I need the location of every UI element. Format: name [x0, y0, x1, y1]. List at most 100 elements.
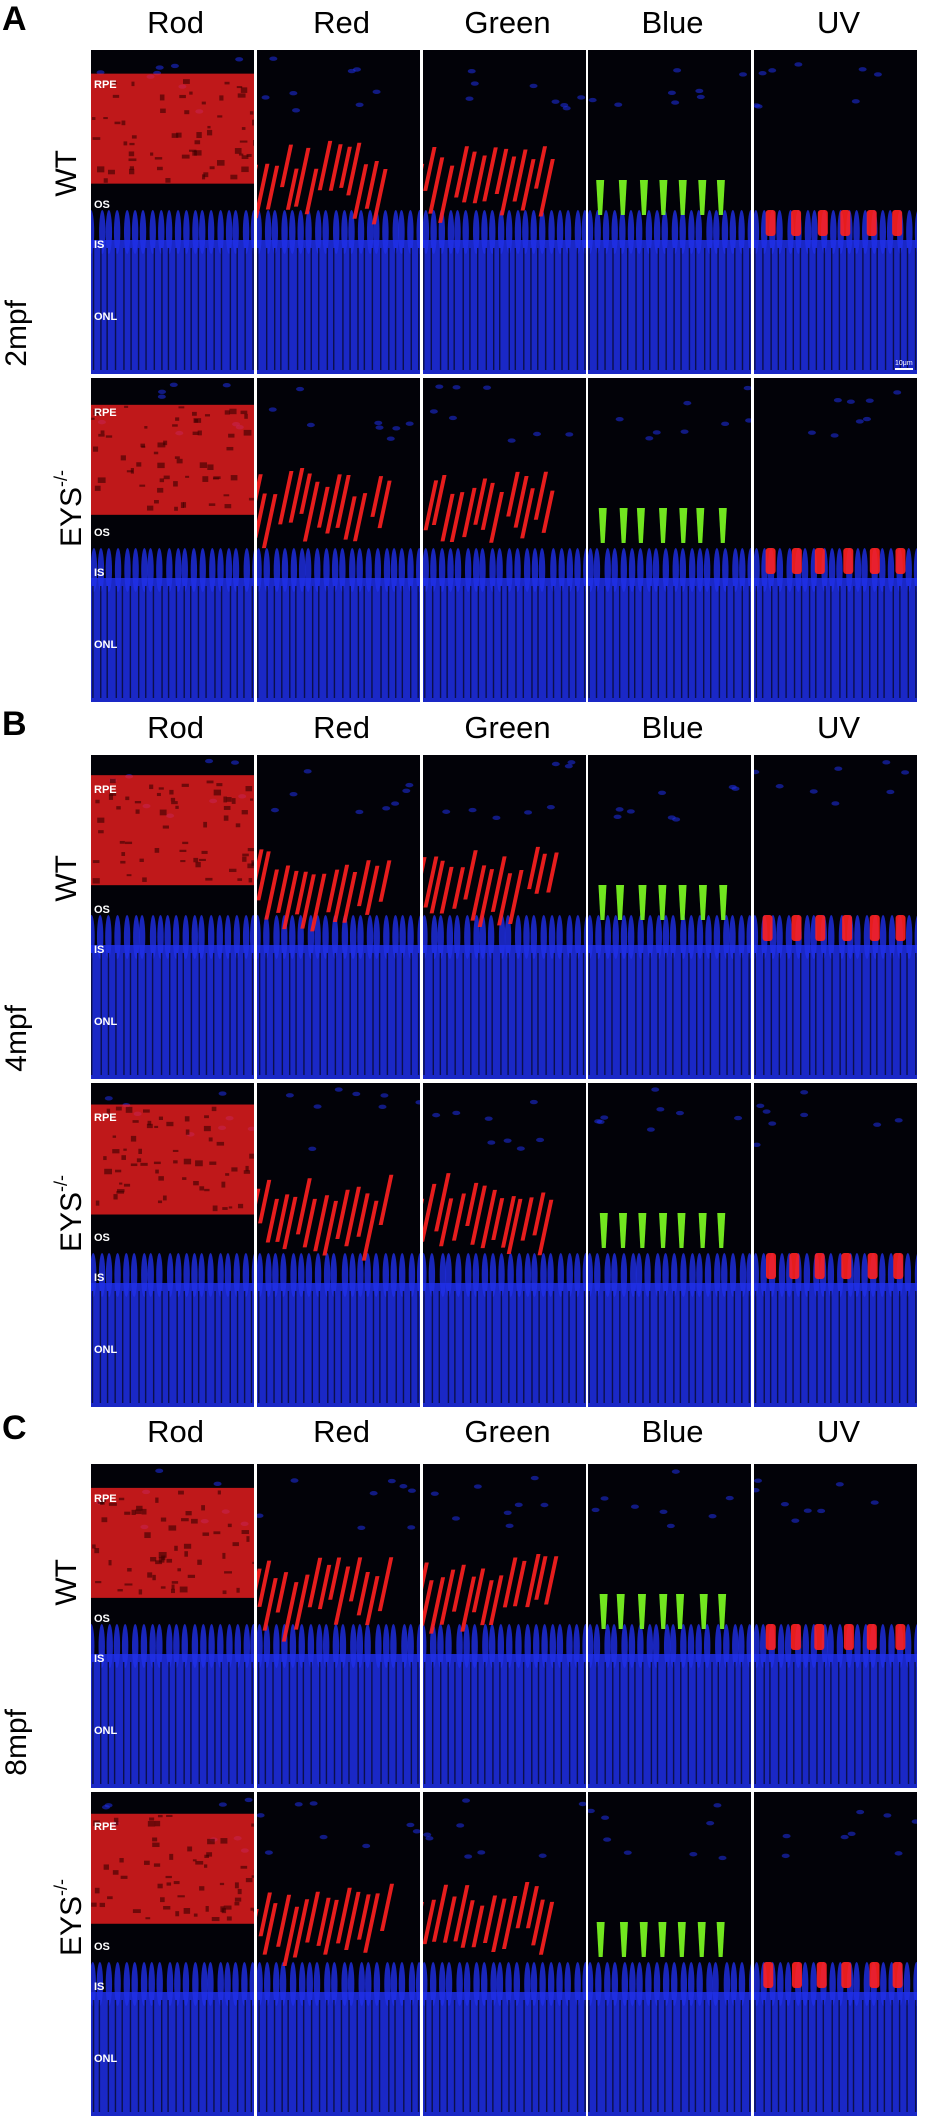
genotype-label-wt: WT — [50, 150, 83, 197]
micrograph-red-wt — [257, 1464, 420, 1788]
micrograph-green-wt — [423, 755, 586, 1079]
micrograph-blue-eys — [588, 378, 751, 702]
micrograph-image — [588, 1087, 751, 1407]
panel-letter: C — [2, 1409, 27, 1447]
column-header-rod: Rod — [147, 1414, 204, 1449]
column-header-red: Red — [313, 5, 370, 40]
micrograph-image — [257, 1087, 420, 1407]
panel-letter: A — [2, 0, 27, 38]
micrograph-image — [257, 56, 420, 374]
scale-bar: 10μm — [895, 360, 913, 370]
panel-letter: B — [2, 705, 27, 743]
micrograph-red-eys — [257, 1792, 420, 2116]
column-header-uv: UV — [816, 5, 861, 40]
micrograph-image — [423, 1798, 586, 2116]
layer-label-rpe: RPE — [94, 784, 117, 796]
genotype-label-eys: EYS-/- — [51, 1175, 88, 1253]
micrograph-red-wt — [257, 755, 420, 1079]
layer-label-onl: ONL — [94, 1725, 118, 1737]
genotype-label-wt: WT — [50, 855, 83, 902]
micrograph-image — [91, 57, 254, 374]
micrograph-green-eys — [423, 1792, 586, 2116]
layer-label-rpe: RPE — [94, 1821, 117, 1833]
micrograph-blue-wt — [588, 1464, 751, 1788]
layer-label-is: IS — [94, 567, 105, 579]
micrograph-blue-wt — [588, 50, 751, 374]
layer-label-rpe: RPE — [94, 1112, 117, 1124]
layer-label-is: IS — [94, 1272, 105, 1284]
micrograph-image — [754, 760, 917, 1079]
micrograph-image — [754, 390, 917, 702]
layer-label-os: OS — [94, 1613, 110, 1625]
layer-label-os: OS — [94, 527, 110, 539]
micrograph-green-wt — [423, 50, 586, 374]
layer-label-onl: ONL — [94, 311, 118, 323]
micrograph-image — [91, 1091, 254, 1407]
column-header-uv: UV — [816, 1414, 861, 1449]
micrograph-blue-wt — [588, 755, 751, 1079]
micrograph-image — [588, 1469, 751, 1788]
micrograph-uv-eys — [754, 1792, 917, 2116]
micrograph-red-wt — [257, 50, 420, 374]
panel-c: C 8mpf WT EYS-/- Rod Red Green Blue UV R… — [0, 1409, 926, 2119]
column-header-green: Green — [464, 1414, 551, 1449]
micrograph-image — [91, 382, 254, 702]
age-label: 4mpf — [0, 1005, 33, 1072]
micrograph-uv-wt — [754, 755, 917, 1079]
column-header-rod: Rod — [147, 5, 204, 40]
micrograph-image — [588, 68, 751, 374]
micrograph-green-eys — [423, 1083, 586, 1407]
layer-label-is: IS — [94, 239, 105, 251]
micrograph-image — [91, 758, 254, 1079]
layer-label-onl: ONL — [94, 2053, 118, 2065]
layer-label-os: OS — [94, 904, 110, 916]
micrograph-image — [257, 1478, 420, 1788]
micrograph-image — [588, 1803, 751, 2116]
panel-b: B 4mpf WT EYS-/- Rod Red Green Blue UV R… — [0, 705, 926, 1409]
micrograph-red-eys — [257, 1083, 420, 1407]
genotype-label-wt: WT — [50, 1559, 83, 1606]
micrograph-image — [588, 385, 751, 702]
age-label: 8mpf — [0, 1709, 33, 1776]
micrograph-uv-wt: 10μm — [754, 50, 917, 374]
micrograph-image — [754, 62, 917, 374]
panel-a: A 2mpf WT EYS-/- Rod Red Green Blue UV R… — [0, 0, 926, 705]
column-header-rod: Rod — [147, 710, 204, 745]
micrograph-image — [754, 1090, 917, 1407]
column-header-green: Green — [464, 710, 551, 745]
micrograph-red-eys — [257, 378, 420, 702]
column-header-uv: UV — [816, 710, 861, 745]
micrograph-image — [423, 1099, 586, 1407]
micrograph-image — [588, 784, 751, 1079]
micrograph-image — [257, 386, 420, 702]
age-label: 2mpf — [0, 300, 33, 367]
layer-label-rpe: RPE — [94, 79, 117, 91]
layer-label-is: IS — [94, 1653, 105, 1665]
micrograph-image — [91, 1797, 254, 2116]
layer-label-onl: ONL — [94, 1016, 118, 1028]
layer-label-is: IS — [94, 1981, 105, 1993]
micrograph-image — [257, 769, 420, 1079]
micrograph-rod-eys: RPE OS IS ONL — [91, 1792, 254, 2116]
micrograph-image — [423, 760, 586, 1079]
genotype-label-eys: EYS-/- — [51, 1879, 88, 1957]
layer-label-os: OS — [94, 1232, 110, 1244]
column-header-red: Red — [313, 1414, 370, 1449]
micrograph-rod-eys: RPE OS IS ONL — [91, 1083, 254, 1407]
column-header-blue: Blue — [641, 710, 704, 745]
micrograph-image — [423, 384, 586, 702]
layer-label-rpe: RPE — [94, 1493, 117, 1505]
micrograph-blue-eys — [588, 1792, 751, 2116]
micrograph-rod-wt: RPE OS IS ONL — [91, 1464, 254, 1788]
micrograph-image — [754, 1478, 917, 1788]
micrograph-uv-eys — [754, 378, 917, 702]
genotype-label-eys: EYS-/- — [51, 470, 88, 548]
micrograph-image — [754, 1809, 917, 2116]
micrograph-image — [423, 68, 586, 374]
layer-label-onl: ONL — [94, 1344, 118, 1356]
micrograph-image — [423, 1475, 586, 1788]
micrograph-green-eys — [423, 378, 586, 702]
layer-label-rpe: RPE — [94, 407, 117, 419]
micrograph-rod-wt: RPE OS IS ONL — [91, 755, 254, 1079]
micrograph-blue-eys — [588, 1083, 751, 1407]
